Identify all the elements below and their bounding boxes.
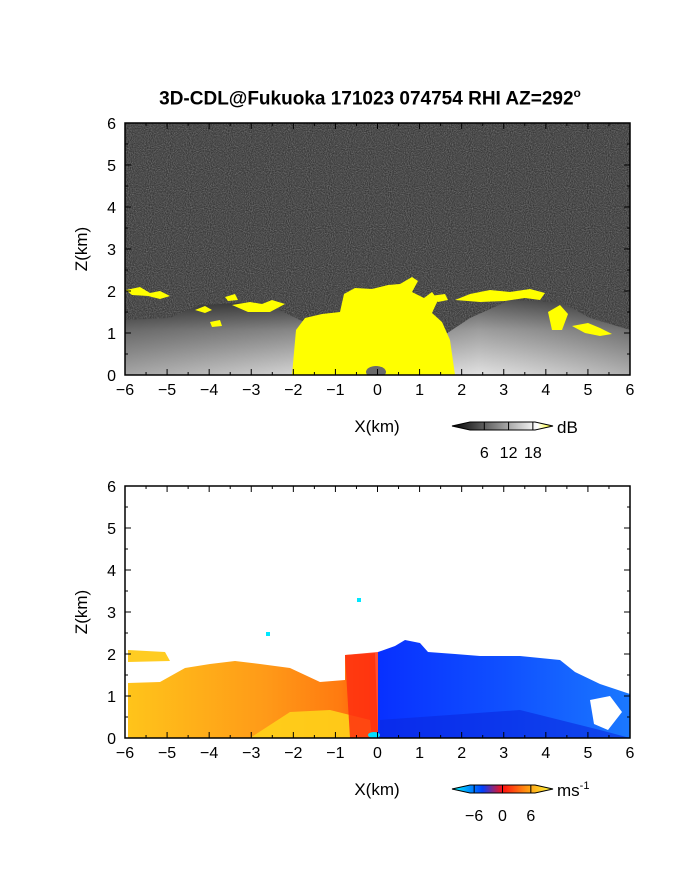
colorbar-tick-label: 6 (480, 445, 489, 462)
y-tick-label: 0 (107, 368, 116, 385)
cloud-patch-1 (195, 306, 212, 313)
x-tick-label: 1 (415, 382, 424, 399)
colorbar-unit: ms-1 (557, 780, 589, 800)
cloud-layer-right (455, 289, 545, 302)
x-tick-label: 5 (583, 382, 592, 399)
y-tick-label: 6 (107, 116, 116, 133)
chart-title: 3D-CDL@Fukuoka 171023 074754 RHI AZ=292o (159, 86, 581, 110)
x-tick-label: −2 (284, 382, 302, 399)
colorbar-tick-label: 0 (498, 808, 507, 825)
cloud-layer-left (126, 287, 170, 299)
isolated-pixel-1 (357, 598, 361, 602)
receding-flow (378, 640, 630, 738)
y-tick-label: 6 (107, 479, 116, 496)
y-tick-label: 3 (107, 605, 116, 622)
clear-air-shading (125, 300, 630, 375)
colorbar-bar (451, 421, 554, 431)
y-tick-label: 3 (107, 242, 116, 259)
x-tick-label: −3 (242, 745, 260, 762)
y-tick-label: 4 (107, 200, 116, 217)
top-ylabel: Z(km) (72, 227, 91, 271)
bottom-ylabel: Z(km) (72, 590, 91, 634)
x-tick-label: 0 (373, 382, 382, 399)
cloud-patch-7 (430, 294, 448, 302)
isolated-pixel-2 (266, 632, 270, 636)
surface-flow (250, 710, 372, 738)
colorbar-tick-label: 18 (524, 445, 542, 462)
x-tick-label: 3 (499, 382, 508, 399)
colorbar-tick-label: 6 (526, 808, 535, 825)
y-tick-label: 5 (107, 158, 116, 175)
y-tick-label: 4 (107, 563, 116, 580)
x-tick-label: −2 (284, 745, 302, 762)
x-tick-label: −4 (200, 745, 218, 762)
colorbar-tick-label: −6 (465, 808, 483, 825)
x-tick-label: 4 (541, 745, 550, 762)
cloud-patch-2 (225, 294, 238, 301)
x-tick-label: 1 (415, 745, 424, 762)
x-tick-label: −1 (326, 745, 344, 762)
leftmost-layer (128, 650, 170, 662)
y-tick-label: 1 (107, 689, 116, 706)
y-tick-label: 2 (107, 284, 116, 301)
cloud-patch-5 (548, 305, 568, 330)
receding-flow-speckle (590, 696, 622, 730)
y-tick-label: 2 (107, 647, 116, 664)
cloud-echo (126, 277, 612, 375)
x-tick-label: −3 (242, 382, 260, 399)
x-tick-label: 2 (457, 745, 466, 762)
x-tick-label: 0 (373, 745, 382, 762)
x-tick-label: 3 (499, 745, 508, 762)
y-tick-label: 1 (107, 326, 116, 343)
x-tick-label: −5 (158, 745, 176, 762)
surface-cyan-spot (368, 732, 380, 738)
central-dark-spot (366, 366, 386, 375)
cloud-patch-4 (232, 300, 285, 312)
x-tick-label: −6 (116, 382, 134, 399)
bottom-xlabel: X(km) (354, 780, 399, 799)
x-tick-label: 5 (583, 745, 592, 762)
velocity-colorbar: ms-1 −6 0 6 (451, 780, 589, 825)
central-cloud (292, 277, 455, 375)
x-tick-label: 2 (457, 382, 466, 399)
x-tick-label: −5 (158, 382, 176, 399)
velocity-panel: −6 −5 −4 −3 −2 −1 0 1 2 3 4 5 6 0 1 2 3 4 5 6 X(km) Z(km) m… (72, 479, 635, 825)
y-tick-label: 5 (107, 521, 116, 538)
cloud-patch-3 (210, 320, 222, 327)
x-tick-label: 6 (626, 745, 635, 762)
near-surface-outflow (380, 710, 630, 738)
colorbar-unit: dB (557, 418, 578, 437)
x-tick-label: 6 (626, 382, 635, 399)
convergence-zone (345, 652, 380, 738)
y-tick-label: 0 (107, 731, 116, 748)
x-tick-label: 4 (541, 382, 550, 399)
reflectivity-colorbar: dB 6 12 18 (451, 418, 578, 462)
x-tick-label: −1 (326, 382, 344, 399)
colorbar-tick-label: 12 (500, 445, 518, 462)
cloud-patch-6 (572, 323, 612, 336)
x-tick-label: −4 (200, 382, 218, 399)
top-xlabel: X(km) (354, 417, 399, 436)
x-tick-label: −6 (116, 745, 134, 762)
